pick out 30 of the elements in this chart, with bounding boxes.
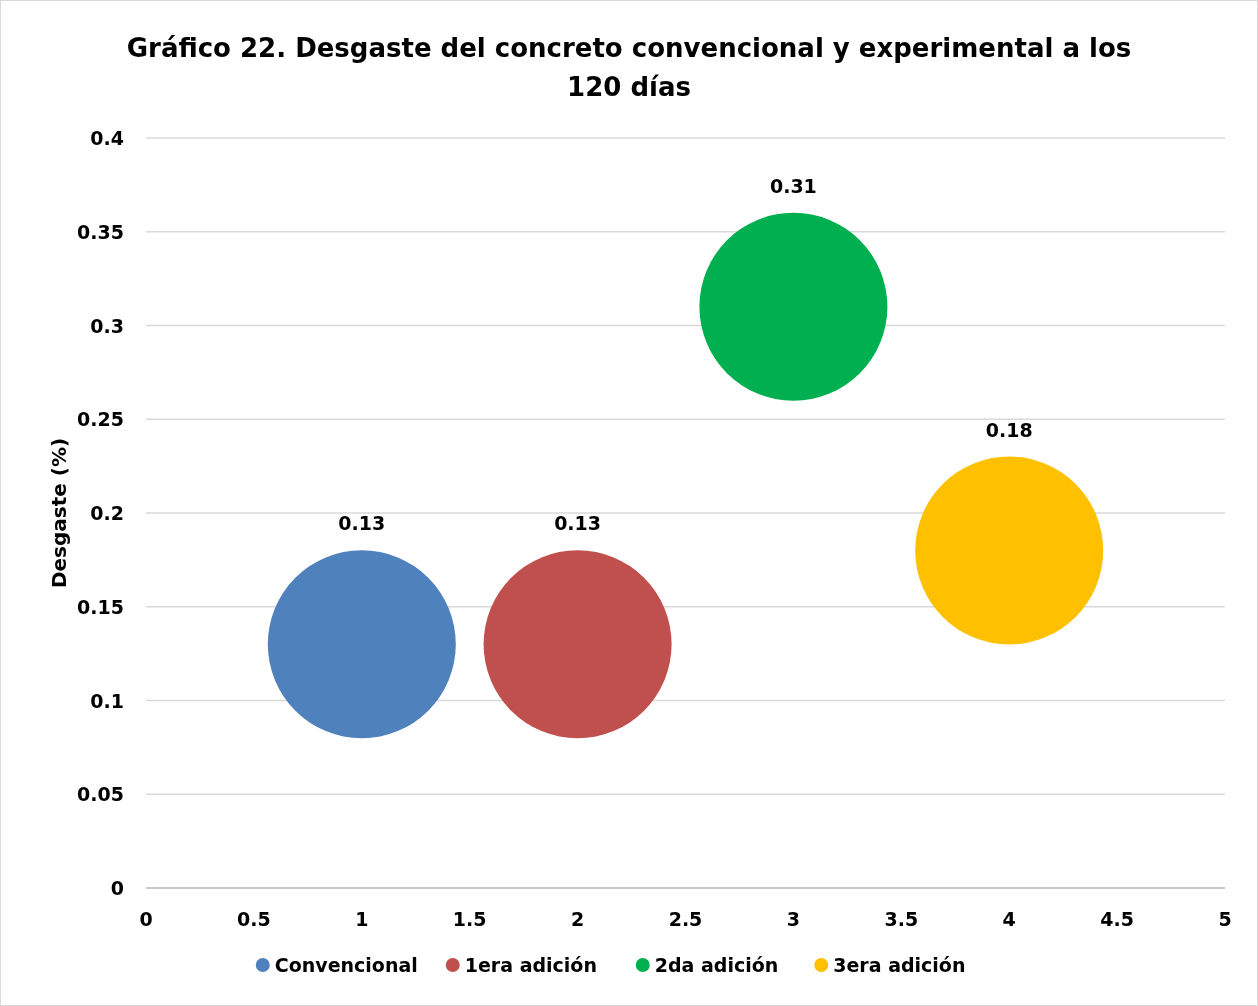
x-tick-label: 0.5 xyxy=(237,908,271,930)
x-tick-label: 3 xyxy=(786,908,801,930)
y-tick-label: 0.15 xyxy=(77,595,124,618)
y-tick-label: 0.05 xyxy=(77,783,124,806)
x-tick-label: 2.5 xyxy=(668,908,703,930)
legend-label: 1era adición xyxy=(464,954,597,976)
legend-label: 3era adición xyxy=(833,954,966,976)
y-tick-label: 0 xyxy=(110,877,124,899)
data-label: 0.13 xyxy=(338,512,386,535)
data-label: 0.13 xyxy=(554,512,602,535)
data-label: 0.31 xyxy=(769,174,817,197)
y-tick-label: 0.2 xyxy=(90,502,124,524)
data-label: 0.18 xyxy=(985,418,1033,441)
x-tick-label: 0 xyxy=(139,908,153,930)
x-tick-label: 1.5 xyxy=(452,908,487,930)
x-tick-label: 1 xyxy=(355,908,369,930)
chart-title: Gráfico 22. Desgaste del concreto convencional y experimental a los 120 días xyxy=(126,33,1132,102)
y-tick-label: 0.4 xyxy=(90,127,124,149)
y-tick-label: 0.25 xyxy=(77,408,124,431)
y-axis-title: Desgaste (%) xyxy=(47,437,71,589)
y-tick-label: 0.35 xyxy=(77,220,124,243)
x-tick-label: 4.5 xyxy=(1100,908,1134,930)
x-tick-label: 4 xyxy=(1002,908,1016,930)
x-tick-label: 3.5 xyxy=(884,908,919,930)
y-tick-label: 0.1 xyxy=(90,689,124,712)
x-tick-label: 2 xyxy=(570,908,585,930)
x-tick-label: 5 xyxy=(1218,908,1232,930)
y-tick-label: 0.3 xyxy=(90,314,124,337)
legend-label: Convencional xyxy=(274,954,418,976)
legend-label: 2da adición xyxy=(654,954,779,976)
